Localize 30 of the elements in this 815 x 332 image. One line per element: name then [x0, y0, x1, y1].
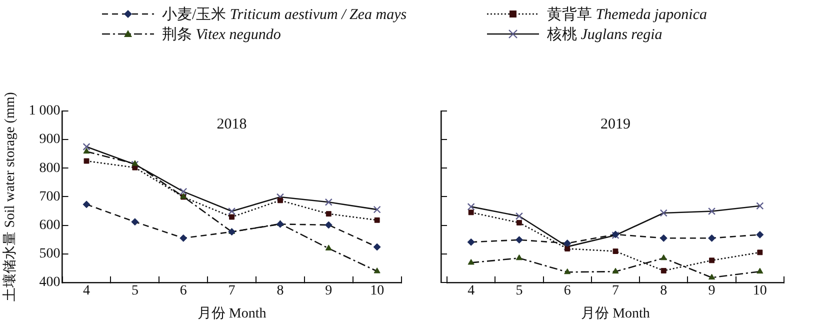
- x-tick-label: 5: [131, 283, 138, 298]
- x-tick-label: 5: [516, 283, 523, 298]
- x-tick-label: 8: [276, 283, 284, 298]
- legend-label: 小麦/玉米 Triticum aestivum / Zea mays: [162, 6, 407, 24]
- x-tick-label: 4: [83, 283, 90, 298]
- chart-title: 2018: [216, 116, 247, 132]
- y-tick-label: 800: [39, 160, 60, 176]
- x-axis-title: 月份 Month: [197, 305, 266, 322]
- chart-title: 2019: [600, 116, 630, 132]
- x-tick-label: 10: [370, 283, 384, 298]
- y-tick-label: 500: [39, 246, 60, 262]
- legend-label: 核桃 Juglans regia: [547, 26, 662, 44]
- y-axis-title: 土壤储水量 Soil water storage (mm): [2, 92, 18, 302]
- x-tick-label: 7: [228, 283, 236, 298]
- x-tick-label: 6: [564, 283, 571, 298]
- y-tick-label: 900: [39, 132, 60, 148]
- x-tick-label: 8: [660, 283, 668, 298]
- legend-label: 黄背草 Themeda japonica: [547, 6, 707, 24]
- x-tick-label: 9: [708, 283, 716, 298]
- y-tick-label: 700: [39, 189, 60, 204]
- legend-label: 荆条 Vitex negundo: [162, 26, 281, 44]
- y-tick-label: 600: [39, 218, 60, 233]
- x-tick-label: 9: [325, 283, 332, 298]
- x-tick-label: 7: [612, 283, 619, 298]
- x-tick-label: 4: [468, 283, 475, 298]
- y-tick-label: 400: [39, 275, 60, 290]
- x-tick-label: 6: [180, 283, 187, 298]
- x-tick-label: 10: [752, 283, 767, 298]
- y-tick-label: 1 000: [28, 104, 60, 119]
- x-axis-title: 月份 Month: [581, 305, 650, 322]
